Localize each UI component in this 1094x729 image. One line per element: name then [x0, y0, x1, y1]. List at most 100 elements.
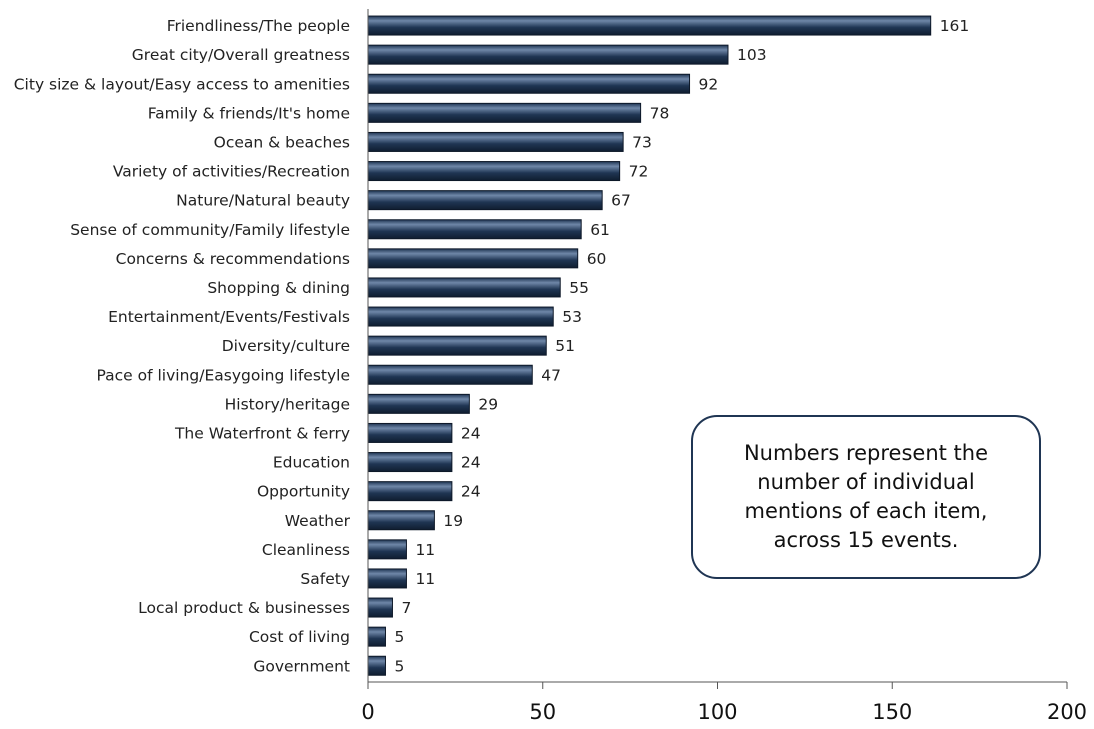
bar: [367, 626, 386, 647]
annotation-box: Numbers represent the number of individu…: [691, 415, 1041, 579]
x-tick-label: 200: [1047, 700, 1087, 724]
bar: [367, 277, 561, 298]
bar-group: Shopping & dining 55: [207, 277, 589, 298]
category-label: Ocean & beaches: [214, 133, 350, 151]
bar: [367, 655, 386, 676]
bar: [367, 131, 624, 152]
bar-group: Nature/Natural beauty 67: [176, 190, 631, 211]
category-label: Government: [253, 657, 350, 675]
bar: [367, 248, 579, 269]
bar-group: The Waterfront & ferry 24: [174, 422, 481, 443]
category-label: Friendliness/The people: [167, 17, 350, 35]
bar-group: Government 5: [253, 655, 404, 676]
x-tick-label: 150: [872, 700, 912, 724]
bar-group: Ocean & beaches 73: [214, 131, 652, 152]
data-label: 7: [401, 599, 411, 617]
category-label: History/heritage: [225, 395, 350, 413]
x-axis: 0 50 100 150 200: [361, 9, 1087, 724]
bar-group: Weather 19: [285, 510, 463, 531]
bar-group: History/heritage 29: [225, 393, 498, 414]
bar: [367, 102, 642, 123]
bar: [367, 306, 554, 327]
data-label: 19: [443, 512, 463, 530]
bar-group: Great city/Overall greatness 103: [132, 44, 767, 65]
data-label: 29: [478, 395, 498, 413]
data-label: 92: [699, 75, 719, 93]
category-label: Local product & businesses: [138, 599, 350, 617]
x-tick-label: 100: [697, 700, 737, 724]
data-label: 72: [629, 163, 649, 181]
category-label: Weather: [285, 512, 351, 530]
category-label: Diversity/culture: [222, 337, 350, 355]
bar-group: Education 24: [273, 452, 481, 473]
data-label: 67: [611, 192, 631, 210]
category-label: Pace of living/Easygoing lifestyle: [96, 366, 350, 384]
bar: [367, 481, 453, 502]
category-label: The Waterfront & ferry: [174, 424, 350, 442]
bar: [367, 44, 729, 65]
category-label: Family & friends/It's home: [148, 104, 350, 122]
category-label: Cleanliness: [262, 541, 350, 559]
data-label: 24: [461, 424, 481, 442]
bar-group: Variety of activities/Recreation 72: [113, 161, 649, 182]
bar: [367, 335, 547, 356]
bar-group: Local product & businesses 7: [138, 597, 411, 618]
bar-group: Family & friends/It's home 78: [148, 102, 670, 123]
data-label: 51: [555, 337, 575, 355]
data-label: 78: [650, 104, 670, 122]
bar: [367, 161, 621, 182]
data-label: 60: [587, 250, 607, 268]
category-label: Shopping & dining: [207, 279, 350, 297]
category-label: Entertainment/Events/Festivals: [108, 308, 350, 326]
category-label: Sense of community/Family lifestyle: [70, 221, 350, 239]
bars-layer: Friendliness/The people 161 Great city/Ove…: [14, 15, 970, 676]
data-label: 103: [737, 46, 767, 64]
data-label: 5: [394, 657, 404, 675]
category-label: City size & layout/Easy access to amenit…: [14, 75, 350, 93]
bar: [367, 73, 691, 94]
bar-group: Entertainment/Events/Festivals 53: [108, 306, 582, 327]
category-label: Concerns & recommendations: [116, 250, 350, 268]
data-label: 5: [394, 628, 404, 646]
bar-group: Safety 11: [300, 568, 435, 589]
bar: [367, 597, 393, 618]
bar: [367, 539, 407, 560]
x-tick-label: 50: [529, 700, 556, 724]
data-label: 55: [569, 279, 589, 297]
category-label: Variety of activities/Recreation: [113, 163, 350, 181]
bar-group: Diversity/culture 51: [222, 335, 575, 356]
category-label: Great city/Overall greatness: [132, 46, 350, 64]
bar: [367, 364, 533, 385]
bar: [367, 422, 453, 443]
category-label: Nature/Natural beauty: [176, 192, 350, 210]
bar: [367, 219, 582, 240]
data-label: 47: [541, 366, 561, 384]
annotation-text: Numbers represent the number of individu…: [743, 441, 989, 552]
data-label: 161: [940, 17, 970, 35]
bar-group: Pace of living/Easygoing lifestyle 47: [96, 364, 561, 385]
bar: [367, 393, 470, 414]
category-label: Safety: [300, 570, 350, 588]
bar-group: Cost of living 5: [249, 626, 404, 647]
bar-group: City size & layout/Easy access to amenit…: [14, 73, 719, 94]
data-label: 61: [590, 221, 610, 239]
bar-group: Sense of community/Family lifestyle 61: [70, 219, 610, 240]
data-label: 11: [415, 570, 435, 588]
category-label: Cost of living: [249, 628, 350, 646]
data-label: 11: [415, 541, 435, 559]
bar-group: Friendliness/The people 161: [167, 15, 970, 36]
data-label: 24: [461, 483, 481, 501]
data-label: 73: [632, 133, 652, 151]
bar-group: Opportunity 24: [257, 481, 481, 502]
bar: [367, 510, 435, 531]
bar: [367, 568, 407, 589]
bar-group: Concerns & recommendations 60: [116, 248, 607, 269]
category-label: Education: [273, 454, 350, 472]
bar: [367, 15, 932, 36]
x-tick-label: 0: [361, 700, 374, 724]
data-label: 24: [461, 454, 481, 472]
bar: [367, 452, 453, 473]
bar-group: Cleanliness 11: [262, 539, 435, 560]
bar: [367, 190, 603, 211]
